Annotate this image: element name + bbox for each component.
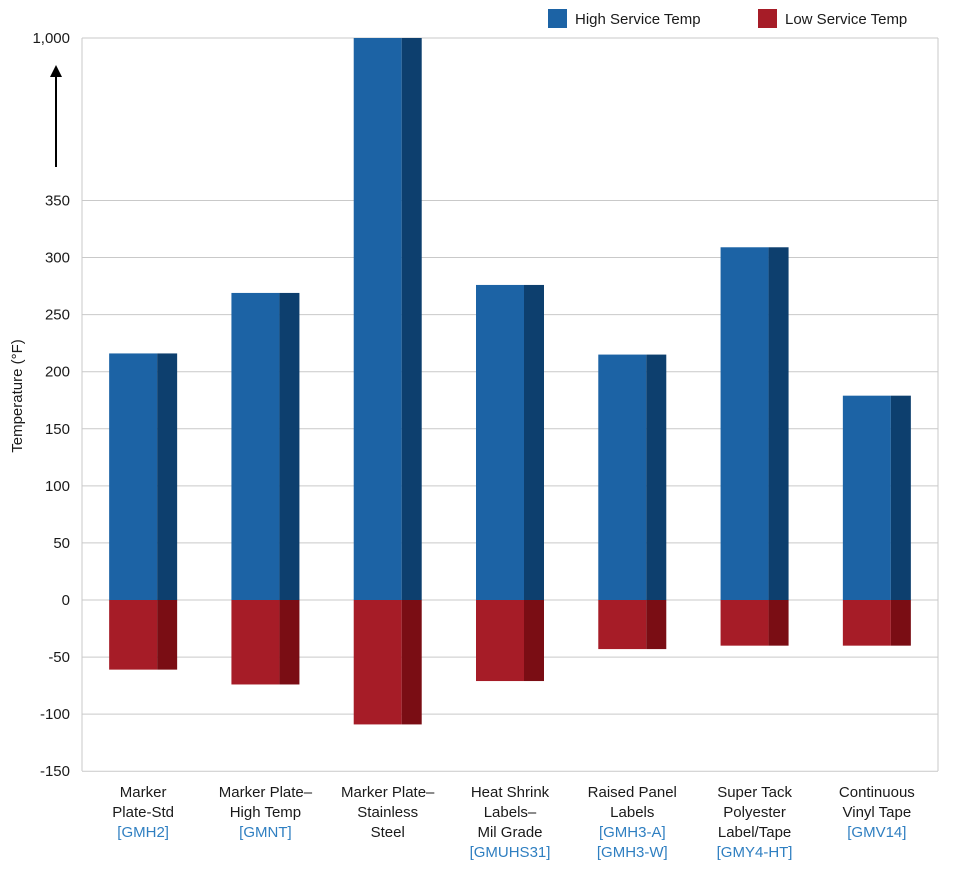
bar-high-service-temp-side — [279, 292, 300, 600]
y-tick-label: 350 — [45, 192, 70, 209]
x-category-code: [GMY4-HT] — [717, 844, 793, 861]
x-category-code: [GMH3-A] — [599, 824, 666, 841]
bar-high-service-temp — [842, 395, 891, 600]
bar-low-service-temp — [720, 600, 769, 646]
x-category-label-line: Continuous — [839, 784, 915, 801]
y-tick-label: -50 — [48, 649, 70, 666]
bar-high-service-temp — [353, 38, 402, 600]
bars — [109, 38, 911, 725]
legend-high-service-temp-swatch — [548, 9, 567, 28]
x-category-label-line: Polyester — [723, 804, 786, 821]
x-category-label: Raised Panel Labels [GMH3-A] [GMH3-W] — [588, 784, 677, 861]
x-category-code: [GMH3-W] — [597, 844, 668, 861]
x-category-label-line: Mil Grade — [477, 824, 542, 841]
x-category-code: [GMUHS31] — [470, 844, 551, 861]
x-category-label-line: Marker — [120, 784, 167, 801]
axis-break-arrow — [50, 65, 62, 167]
bar-low-service-temp — [109, 600, 158, 670]
y-tick-label: 300 — [45, 250, 70, 267]
bar-high-service-temp-side — [157, 353, 178, 600]
legend-high-service-temp-label: High Service Temp — [575, 11, 701, 28]
bar-low-service-temp-side — [279, 600, 300, 685]
bar-high-service-temp-side — [890, 395, 911, 600]
bar-low-service-temp-side — [646, 600, 667, 650]
x-category-label-line: Label/Tape — [718, 824, 791, 841]
x-category-label-line: Vinyl Tape — [843, 804, 912, 821]
y-axis-title: Temperature (°F) — [9, 339, 26, 453]
bar-low-service-temp-side — [890, 600, 911, 646]
bar-low-service-temp-side — [768, 600, 789, 646]
y-tick-label: 0 — [62, 592, 70, 609]
y-tick-label: 200 — [45, 364, 70, 381]
bar-high-service-temp — [598, 354, 647, 600]
y-tick-label: 250 — [45, 307, 70, 324]
x-category-label: Marker Plate– Stainless Steel — [341, 784, 435, 841]
x-category-label-line: Plate-Std — [112, 804, 174, 821]
bar-low-service-temp — [598, 600, 647, 650]
legend-low-service-temp-label: Low Service Temp — [785, 11, 907, 28]
y-tick-label: 100 — [45, 478, 70, 495]
y-tick-label: 50 — [53, 535, 70, 552]
bar-high-service-temp — [720, 247, 769, 601]
y-axis-ticks: -150 -100 -50 0 50 100 150 200 250 300 350 1,000 — [32, 30, 70, 780]
x-category-code: [GMH2] — [117, 824, 169, 841]
x-category-label-line: Super Tack — [717, 784, 792, 801]
bar-low-service-temp-side — [401, 600, 422, 725]
bar-low-service-temp — [476, 600, 524, 682]
x-category-label: Marker Plate– High Temp [GMNT] — [219, 784, 313, 841]
axis-break-arrow-head — [50, 65, 62, 77]
bar-high-service-temp-side — [768, 247, 789, 601]
bar-low-service-temp-side — [524, 600, 544, 682]
x-axis-labels: Marker Plate-Std [GMH2] Marker Plate– High T… — [112, 784, 915, 861]
y-tick-label: -100 — [40, 706, 70, 723]
x-category-label: Marker Plate-Std [GMH2] — [112, 784, 174, 841]
bar-high-service-temp-side — [401, 38, 422, 600]
legend: High Service Temp Low Service Temp — [548, 9, 907, 28]
x-category-code: [GMV14] — [847, 824, 906, 841]
x-category-label-line: Labels — [610, 804, 654, 821]
x-category-label: Heat Shrink Labels– Mil Grade [GMUHS31] — [470, 784, 551, 861]
x-category-label-line: Raised Panel — [588, 784, 677, 801]
x-category-label-line: Heat Shrink — [471, 784, 550, 801]
bar-low-service-temp — [842, 600, 891, 646]
x-category-label-line: Stainless — [357, 804, 418, 821]
x-category-label: Super Tack Polyester Label/Tape [GMY4-HT] — [717, 784, 793, 861]
bar-high-service-temp — [109, 353, 158, 600]
x-category-label-line: Marker Plate– — [219, 784, 313, 801]
y-tick-label: 150 — [45, 421, 70, 438]
bar-high-service-temp — [231, 292, 280, 600]
bar-high-service-temp-side — [646, 354, 667, 600]
x-category-label-line: Marker Plate– — [341, 784, 435, 801]
bar-high-service-temp-side — [524, 284, 544, 600]
y-tick-label: -150 — [40, 763, 70, 780]
x-category-label: Continuous Vinyl Tape [GMV14] — [839, 784, 915, 841]
x-category-label-line: High Temp — [230, 804, 301, 821]
bar-low-service-temp-side — [157, 600, 178, 670]
bar-low-service-temp — [231, 600, 280, 685]
y-tick-label: 1,000 — [32, 30, 70, 47]
x-category-label-line: Labels– — [484, 804, 537, 821]
bar-high-service-temp — [476, 284, 524, 600]
x-category-label-line: Steel — [371, 824, 405, 841]
x-category-code: [GMNT] — [239, 824, 292, 841]
bar-low-service-temp — [353, 600, 402, 725]
legend-low-service-temp-swatch — [758, 9, 777, 28]
